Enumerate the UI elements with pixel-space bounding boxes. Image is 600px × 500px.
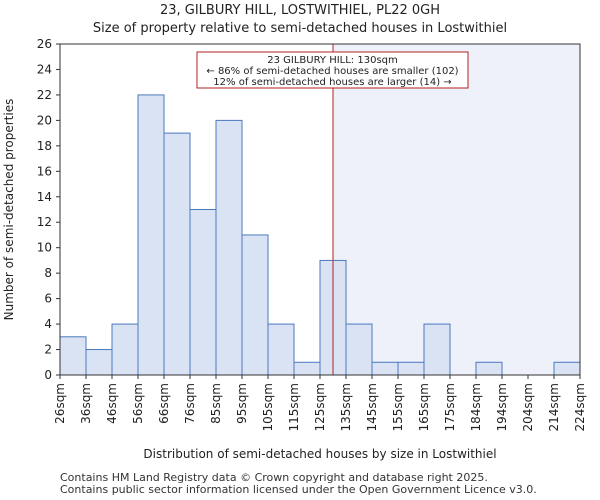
x-tick-label-125sqm: 125sqm: [313, 383, 327, 431]
y-tick-label-22: 22: [37, 88, 52, 102]
x-tick-label-165sqm: 165sqm: [417, 383, 431, 431]
y-tick-label-0: 0: [44, 368, 52, 382]
bar-135sqm: [345, 323, 373, 376]
y-tick-label-20: 20: [37, 113, 52, 127]
x-tick-label-224sqm: 224sqm: [573, 383, 587, 431]
x-tick-label-155sqm: 155sqm: [391, 383, 405, 431]
x-tick-label-115sqm: 115sqm: [287, 383, 301, 431]
y-tick-label-26: 26: [37, 37, 52, 51]
footer-line-1: Contains HM Land Registry data © Crown c…: [60, 471, 488, 484]
y-tick-label-4: 4: [44, 317, 52, 331]
x-tick-label-105sqm: 105sqm: [261, 383, 275, 431]
bar-85sqm: [215, 119, 243, 376]
chart-subtitle: Size of property relative to semi-detach…: [92, 21, 508, 36]
bar-155sqm: [397, 361, 425, 376]
annotation-box: [196, 51, 469, 89]
annotation-line-2: ← 86% of semi-detached houses are smalle…: [206, 66, 458, 77]
x-tick-label-175sqm: 175sqm: [443, 383, 457, 431]
x-tick-label-56sqm: 56sqm: [131, 383, 145, 424]
y-tick-label-12: 12: [37, 215, 52, 229]
bar-66sqm: [163, 132, 191, 376]
x-tick-label-36sqm: 36sqm: [79, 383, 93, 424]
y-tick-label-8: 8: [44, 266, 52, 280]
y-tick-label-6: 6: [44, 292, 52, 306]
bar-115sqm: [293, 361, 321, 376]
y-tick-label-16: 16: [37, 164, 52, 178]
annotation-line-1: 23 GILBURY HILL: 130sqm: [267, 55, 398, 66]
bar-184sqm: [475, 361, 503, 376]
bar-26sqm: [59, 336, 87, 376]
bar-105sqm: [267, 323, 295, 376]
x-tick-label-184sqm: 184sqm: [469, 383, 483, 431]
larger-region-shade: [333, 44, 580, 375]
y-tick-label-14: 14: [37, 190, 52, 204]
x-tick-label-76sqm: 76sqm: [183, 383, 197, 424]
chart-title: 23, GILBURY HILL, LOSTWITHIEL, PL22 0GH: [159, 3, 441, 18]
x-tick-label-26sqm: 26sqm: [53, 383, 67, 424]
bar-214sqm: [553, 361, 581, 376]
x-tick-label-46sqm: 46sqm: [105, 383, 119, 424]
x-axis-label: Distribution of semi-detached houses by …: [143, 447, 496, 461]
bar-145sqm: [371, 361, 399, 376]
bar-56sqm: [137, 94, 165, 376]
bar-36sqm: [85, 349, 113, 376]
x-tick-label-204sqm: 204sqm: [521, 383, 535, 431]
x-tick-label-66sqm: 66sqm: [157, 383, 171, 424]
bar-165sqm: [423, 323, 451, 376]
bar-95sqm: [241, 234, 269, 376]
bar-76sqm: [189, 209, 217, 376]
y-tick-label-24: 24: [37, 62, 52, 76]
x-tick-label-85sqm: 85sqm: [209, 383, 223, 424]
y-tick-label-10: 10: [37, 241, 52, 255]
x-tick-label-145sqm: 145sqm: [365, 383, 379, 431]
y-tick-label-2: 2: [44, 343, 52, 357]
y-axis-label: Number of semi-detached properties: [2, 99, 16, 321]
y-tick-label-18: 18: [37, 139, 52, 153]
footer-line-2: Contains public sector information licen…: [60, 483, 537, 496]
x-tick-label-214sqm: 214sqm: [547, 383, 561, 431]
x-tick-label-135sqm: 135sqm: [339, 383, 353, 431]
x-tick-label-194sqm: 194sqm: [495, 383, 509, 431]
bar-46sqm: [111, 323, 139, 376]
x-tick-label-95sqm: 95sqm: [235, 383, 249, 424]
annotation-line-3: 12% of semi-detached houses are larger (…: [213, 77, 451, 88]
